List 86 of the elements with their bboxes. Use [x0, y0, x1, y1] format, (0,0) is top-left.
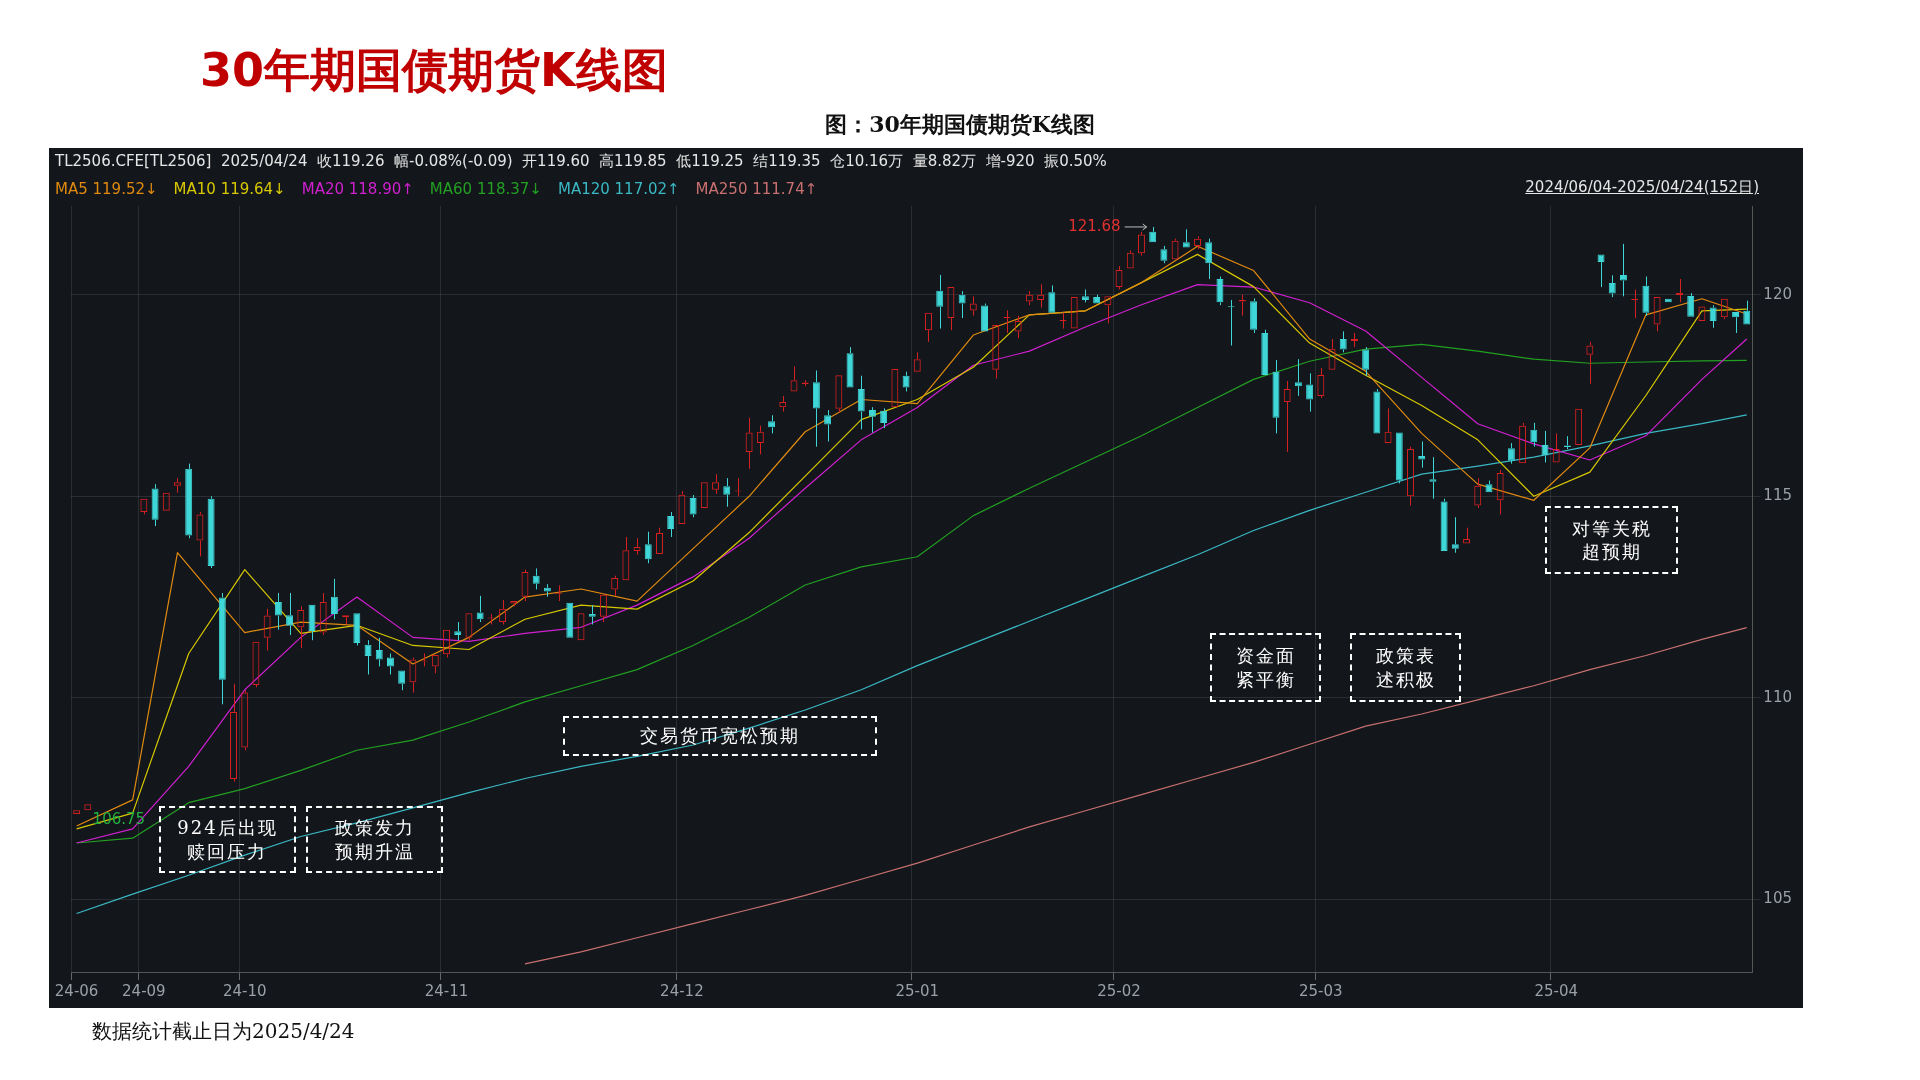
text: MA120 117.02↑: [557, 180, 680, 198]
candlestick: [857, 375, 865, 430]
candlestick: [1261, 329, 1269, 375]
y-tick-label: 115: [1763, 486, 1793, 505]
text: 2024/06/04-2025/04/24(152日): [1525, 178, 1759, 197]
x-tick-label: 24-06: [54, 981, 99, 1000]
candlestick: [532, 567, 540, 590]
candlestick: [667, 511, 675, 538]
text: 数据统计截止日为2025/4/24: [92, 1018, 355, 1045]
x-tick-label: 25-02: [1097, 981, 1141, 1000]
x-tick-label: 24-10: [222, 981, 267, 1000]
candlestick: [689, 494, 697, 518]
candlestick: [185, 463, 193, 539]
chart-title: 30年期国债期货K线图: [200, 42, 668, 99]
candlestick: [588, 604, 596, 625]
text: MA250 111.74↑: [695, 180, 818, 198]
annotation: 对等关税超预期: [1571, 516, 1652, 564]
dashed-callout-box: 政策表述积极: [1350, 633, 1461, 702]
x-tick-label: 25-01: [895, 981, 940, 1000]
candlestick: [723, 477, 731, 508]
candlestick: [981, 303, 989, 332]
candlestick: [1687, 292, 1695, 317]
candlestick: [1507, 442, 1515, 465]
candlestick: [1676, 278, 1683, 303]
text: MA5 119.52↓: [55, 180, 158, 198]
text: MA20 118.90↑: [301, 180, 414, 198]
candlestick: [1350, 332, 1358, 348]
candlestick: [1205, 238, 1213, 280]
candlestick: [1440, 498, 1448, 552]
candlestick: [1418, 440, 1426, 469]
candlestick: [353, 613, 361, 646]
candlestick: [1530, 422, 1538, 448]
candlestick: [1429, 456, 1437, 500]
candlestick: [644, 531, 652, 564]
candlestick: [936, 274, 944, 330]
annotation: 121.68: [1068, 216, 1121, 235]
candlestick: [476, 595, 484, 623]
dashed-callout-box: 对等关税超预期: [1545, 506, 1678, 574]
candlestick: [364, 639, 372, 675]
candlestick: [375, 637, 383, 667]
text: TL2506.CFE[TL2506] 2025/04/24 收119.26 幅-0.08%(-0.09) 开119.60 高119.85 低119.25 结119.35 仓10.16万 量8.82万 增-920 振0.50%: [55, 152, 1107, 171]
candlestick: [1339, 330, 1347, 353]
x-tick-label: 25-03: [1299, 981, 1343, 1000]
candlestick: [1093, 294, 1101, 304]
y-tick-label: 120: [1763, 284, 1793, 303]
candlestick: [1294, 358, 1302, 397]
candlestick: [958, 290, 966, 319]
candlestick: [218, 592, 226, 705]
candlestick: [1362, 346, 1370, 377]
candlestick: [1149, 226, 1157, 243]
candlestick: [566, 602, 574, 638]
annotation: 资金面紧平衡: [1235, 644, 1296, 691]
candlestick: [846, 346, 854, 388]
candlestick: [1306, 372, 1314, 413]
candlestick: [330, 578, 338, 620]
candlestick: [1642, 276, 1650, 317]
candlestick: [1081, 288, 1089, 303]
candlestick: [1182, 228, 1190, 248]
x-tick-label: 24-11: [424, 981, 469, 1000]
candlestick: [454, 621, 462, 641]
candlestick: [1608, 274, 1616, 298]
candlestick: [1250, 297, 1258, 334]
text: MA60 118.37↓: [429, 180, 542, 198]
candlestick: [151, 483, 159, 527]
candlestick: [768, 414, 776, 434]
candlestick: [1373, 388, 1381, 434]
candlestick: [880, 407, 888, 429]
candlestick: [274, 592, 282, 631]
y-tick-label: 105: [1763, 889, 1793, 908]
x-tick-label: 24-12: [660, 981, 704, 1000]
dashed-callout-box: 资金面紧平衡: [1210, 633, 1321, 702]
candlestick: [207, 495, 215, 569]
candlestick: [398, 670, 406, 691]
x-tick-label: 24-09: [122, 981, 166, 1000]
candlestick: [902, 371, 910, 392]
x-tick-label: 25-04: [1534, 981, 1579, 1000]
text: MA10 119.64↓: [173, 180, 286, 198]
candlestick: [1048, 284, 1056, 313]
candlestick: [1451, 516, 1459, 554]
candlestick: [1709, 304, 1717, 329]
chart-subtitle: 图：30年期国债期货K线图: [824, 110, 1096, 139]
y-tick-label: 110: [1763, 687, 1793, 706]
candlestick: [1216, 276, 1224, 306]
annotation: 政策表述积极: [1375, 644, 1436, 691]
candlestick: [812, 369, 820, 448]
candlestick: [1743, 300, 1751, 325]
